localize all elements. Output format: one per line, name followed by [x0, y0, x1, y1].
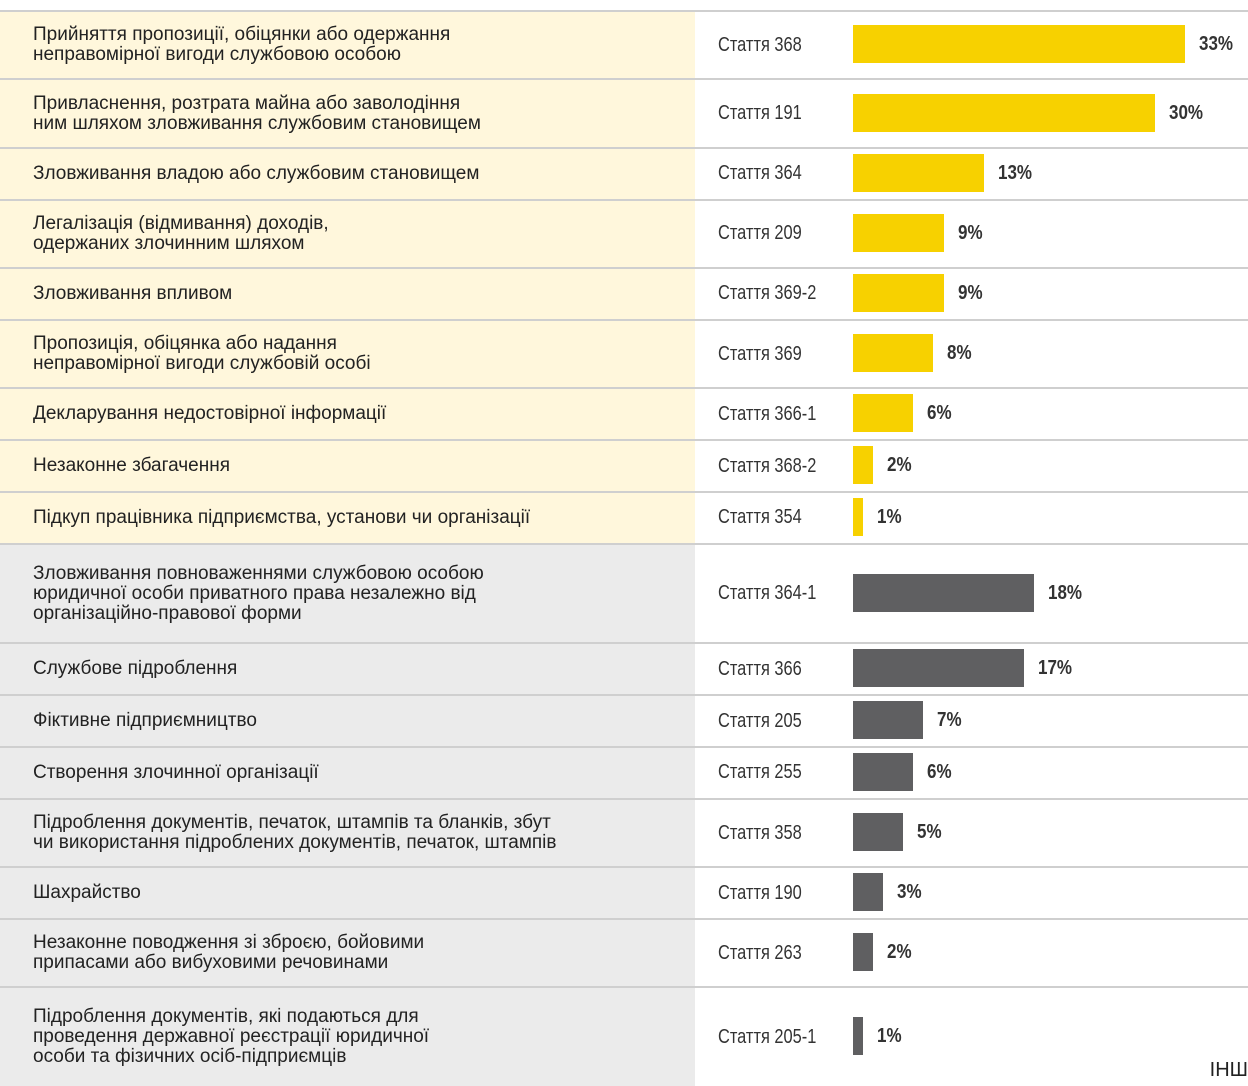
bar — [853, 273, 944, 312]
row: Незаконне збагачення Стаття 368-2 — [0, 439, 1248, 491]
category-label: Підроблення документів, які подаються дл… — [0, 988, 695, 1086]
article-label: Стаття 366-1 — [718, 402, 817, 425]
category-label: Створення злочинної організації — [0, 747, 695, 798]
article-label: Стаття 255 — [718, 761, 802, 784]
bar — [853, 497, 864, 536]
category-label: Декларування недостовірної інформації — [0, 389, 695, 440]
row: Шахрайство Стаття 190 — [0, 866, 1248, 919]
category-label: Шахрайство — [0, 868, 695, 919]
row: Зловживання повноваженнями службовою осо… — [0, 542, 1248, 643]
article-label: Стаття 358 — [718, 821, 802, 844]
article-label: Стаття 191 — [718, 102, 802, 125]
category-label: Незаконне збагачення — [0, 441, 695, 491]
row: Зловживання владою або службовим станови… — [0, 146, 1248, 199]
article-label: Стаття 209 — [718, 222, 802, 245]
article-label: Стаття 354 — [718, 506, 802, 529]
value-label: 1% — [877, 1025, 902, 1048]
row: Створення злочинної організації Стаття 25… — [0, 745, 1248, 798]
value-label: 18% — [1048, 581, 1083, 604]
row: Прийняття пропозиції, обіцянки або одерж… — [0, 10, 1248, 79]
article-label: Стаття 190 — [718, 881, 802, 904]
annotation: ІНШ — [1209, 1059, 1248, 1081]
bar — [853, 573, 1035, 612]
bar — [853, 752, 914, 791]
article-label: Стаття 263 — [718, 941, 802, 964]
row: Службове підроблення Стаття 366 — [0, 642, 1248, 695]
article-label: Стаття 205 — [718, 709, 802, 732]
row: Підроблення документів, печаток, штампів… — [0, 797, 1248, 867]
bar — [853, 1017, 864, 1056]
row: Привласнення, розтрата майна або заволод… — [0, 78, 1248, 147]
bar — [853, 153, 984, 192]
category-label: Фіктивне підприємництво — [0, 696, 695, 746]
value-label: 2% — [887, 941, 912, 964]
article-label: Стаття 368 — [718, 33, 802, 56]
bar — [853, 813, 904, 852]
article-label: Стаття 366 — [718, 657, 802, 680]
category-label: Зловживання впливом — [0, 269, 695, 319]
bar — [853, 394, 914, 433]
category-label: Підкуп працівника підприємства, установи… — [0, 492, 695, 543]
value-label: 6% — [927, 402, 952, 425]
article-label: Стаття 369-2 — [718, 282, 817, 305]
row: Фіктивне підприємництво Стаття 205 — [0, 694, 1248, 746]
category-label: Підроблення документів, печаток, штампів… — [0, 799, 695, 867]
row: Зловживання впливом Стаття 369-2 — [0, 267, 1248, 319]
category-label: Прийняття пропозиції, обіцянки або одерж… — [0, 12, 695, 79]
category-label: Пропозиція, обіцянка або надання неправо… — [0, 320, 695, 388]
value-label: 9% — [957, 221, 983, 244]
category-label: Зловживання владою або службовим станови… — [0, 148, 695, 199]
row: Незаконне поводження зі зброєю, бойовими… — [0, 918, 1248, 987]
category-label: Службове підроблення — [0, 644, 695, 695]
value-label: 30% — [1168, 101, 1203, 124]
bar — [853, 873, 884, 912]
bar — [853, 334, 934, 373]
row: Підроблення документів, які подаються дл… — [0, 986, 1248, 1086]
bar — [853, 933, 874, 972]
value-label: 5% — [917, 821, 942, 844]
article-label: Стаття 364-1 — [718, 582, 817, 605]
row: Легалізація (відмивання) доходів, одержа… — [0, 198, 1248, 268]
value-label: 9% — [957, 281, 983, 304]
article-label: Стаття 364 — [718, 162, 802, 185]
value-label: 3% — [897, 881, 922, 904]
value-label: 33% — [1199, 33, 1234, 56]
value-label: 17% — [1038, 657, 1073, 680]
value-label: 13% — [997, 161, 1032, 184]
value-label: 1% — [877, 505, 902, 528]
value-label: 7% — [937, 709, 962, 732]
category-label: Зловживання повноваженнями службовою осо… — [0, 544, 695, 643]
value-label: 2% — [887, 454, 912, 477]
bar — [853, 701, 924, 740]
row: Підкуп працівника підприємства, установи… — [0, 490, 1248, 543]
row: Пропозиція, обіцянка або надання неправо… — [0, 318, 1248, 388]
article-label: Стаття 369 — [718, 342, 802, 365]
bar — [853, 25, 1185, 64]
bar — [853, 213, 944, 252]
article-label: Стаття 205-1 — [718, 1025, 817, 1048]
article-label: Стаття 368-2 — [718, 454, 817, 477]
value-label: 6% — [927, 760, 952, 783]
value-label: 8% — [947, 342, 973, 365]
category-label: Привласнення, розтрата майна або заволод… — [0, 80, 695, 147]
row: Декларування недостовірної інформації Ста… — [0, 387, 1248, 440]
category-label: Легалізація (відмивання) доходів, одержа… — [0, 200, 695, 268]
category-label: Незаконне поводження зі зброєю, бойовими… — [0, 920, 695, 987]
bar — [853, 649, 1025, 688]
bar — [853, 93, 1155, 132]
bar — [853, 446, 874, 485]
